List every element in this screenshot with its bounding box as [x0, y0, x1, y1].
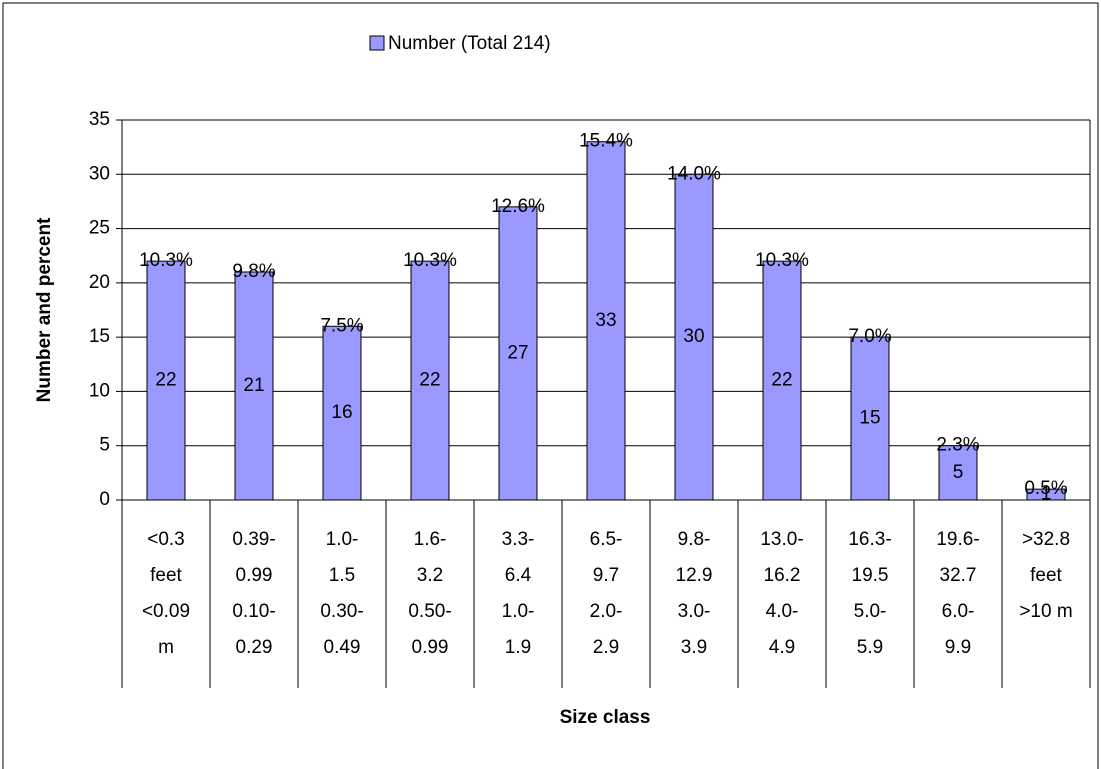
y-tick-label: 10 [89, 380, 110, 401]
category-label-metric: 0.49 [324, 637, 361, 658]
percent-label: 15.4% [579, 131, 633, 152]
bar-value-label: 33 [595, 310, 616, 331]
bar [850, 336, 890, 501]
category-label-metric: <0.09 [142, 601, 190, 622]
category-label-metric: 0.50- [408, 601, 451, 622]
y-tick-label: 20 [89, 272, 110, 293]
bar-value-label: 30 [683, 326, 704, 347]
bar [410, 260, 450, 501]
y-axis-title: Number and percent [34, 217, 55, 402]
percent-label: 7.5% [320, 315, 363, 336]
percent-label: 14.0% [667, 163, 721, 184]
percent-label: 7.0% [848, 326, 891, 347]
category-label-feet: 16.3- [848, 529, 891, 550]
category-label-metric: 4.9 [769, 637, 795, 658]
category-label-metric: m [158, 637, 174, 658]
bar-value-label: 5 [953, 462, 964, 483]
y-tick-label: 35 [89, 109, 110, 130]
bar-value-label: 27 [507, 342, 528, 363]
category-label-metric: 2.0- [590, 601, 623, 622]
percent-label: 2.3% [936, 435, 979, 456]
bar-value-label: 1 [1041, 484, 1052, 505]
y-tick-label: 5 [99, 435, 110, 456]
bar [674, 173, 714, 501]
category-label-feet: 0.99 [236, 565, 273, 586]
percent-label: 10.3% [403, 250, 457, 271]
category-label-feet: 9.8- [678, 529, 711, 550]
legend-label: Number (Total 214) [388, 33, 551, 54]
category-label-metric: 4.0- [766, 601, 799, 622]
bar [498, 206, 538, 501]
bar [938, 445, 978, 501]
category-label-metric: 0.30- [320, 601, 363, 622]
bar-value-label: 15 [859, 408, 880, 429]
y-tick-label: 30 [89, 163, 110, 184]
category-label-feet: 19.5 [852, 565, 889, 586]
category-label-feet: 6.4 [505, 565, 532, 586]
y-tick-label: 0 [99, 489, 110, 510]
category-label-feet: feet [1030, 565, 1062, 586]
percent-label: 10.3% [139, 250, 193, 271]
category-label-metric: 0.29 [236, 637, 273, 658]
category-label-feet: 16.2 [764, 565, 801, 586]
category-label-feet: 3.3- [502, 529, 535, 550]
bar [322, 325, 362, 501]
percent-label: 10.3% [755, 250, 809, 271]
percent-label: 12.6% [491, 196, 545, 217]
bar [146, 260, 186, 501]
category-label-metric: 2.9 [593, 637, 619, 658]
category-label-feet: 13.0- [760, 529, 803, 550]
category-label-feet: 6.5- [590, 529, 623, 550]
category-label-feet: >32.8 [1022, 529, 1070, 550]
category-label-metric: 5.9 [857, 637, 883, 658]
bar-value-label: 22 [155, 370, 176, 391]
bar-value-label: 22 [419, 370, 440, 391]
bar [234, 271, 274, 501]
category-label-feet: 32.7 [940, 565, 977, 586]
category-label-metric: 0.10- [232, 601, 275, 622]
category-label-feet: 19.6- [936, 529, 979, 550]
category-label-feet: 0.39- [232, 529, 275, 550]
category-label-feet: <0.3 [147, 529, 185, 550]
bar [1026, 488, 1066, 501]
bar [586, 141, 626, 501]
category-label-metric: >10 m [1019, 601, 1072, 622]
category-label-feet: 3.2 [417, 565, 443, 586]
bar [762, 260, 802, 501]
bar-value-label: 21 [243, 375, 264, 396]
bar-value-label: 16 [331, 402, 352, 423]
category-label-metric: 1.0- [502, 601, 535, 622]
percent-label: 0.5% [1024, 478, 1067, 499]
category-label-metric: 1.9 [505, 637, 531, 658]
category-label-metric: 3.0- [678, 601, 711, 622]
x-axis-title: Size class [560, 707, 651, 728]
category-label-metric: 5.0- [854, 601, 887, 622]
percent-label: 9.8% [232, 261, 275, 282]
category-label-feet: 1.0- [326, 529, 359, 550]
category-label-metric: 9.9 [945, 637, 971, 658]
category-label-feet: 1.6- [414, 529, 447, 550]
y-tick-label: 15 [89, 326, 110, 347]
y-tick-label: 25 [89, 218, 110, 239]
category-label-feet: feet [150, 565, 182, 586]
category-label-feet: 12.9 [676, 565, 713, 586]
legend-swatch [369, 35, 385, 51]
category-label-metric: 6.0- [942, 601, 975, 622]
category-label-metric: 0.99 [412, 637, 449, 658]
category-label-feet: 1.5 [329, 565, 355, 586]
bar-value-label: 22 [771, 370, 792, 391]
category-label-metric: 3.9 [681, 637, 707, 658]
category-label-feet: 9.7 [593, 565, 619, 586]
